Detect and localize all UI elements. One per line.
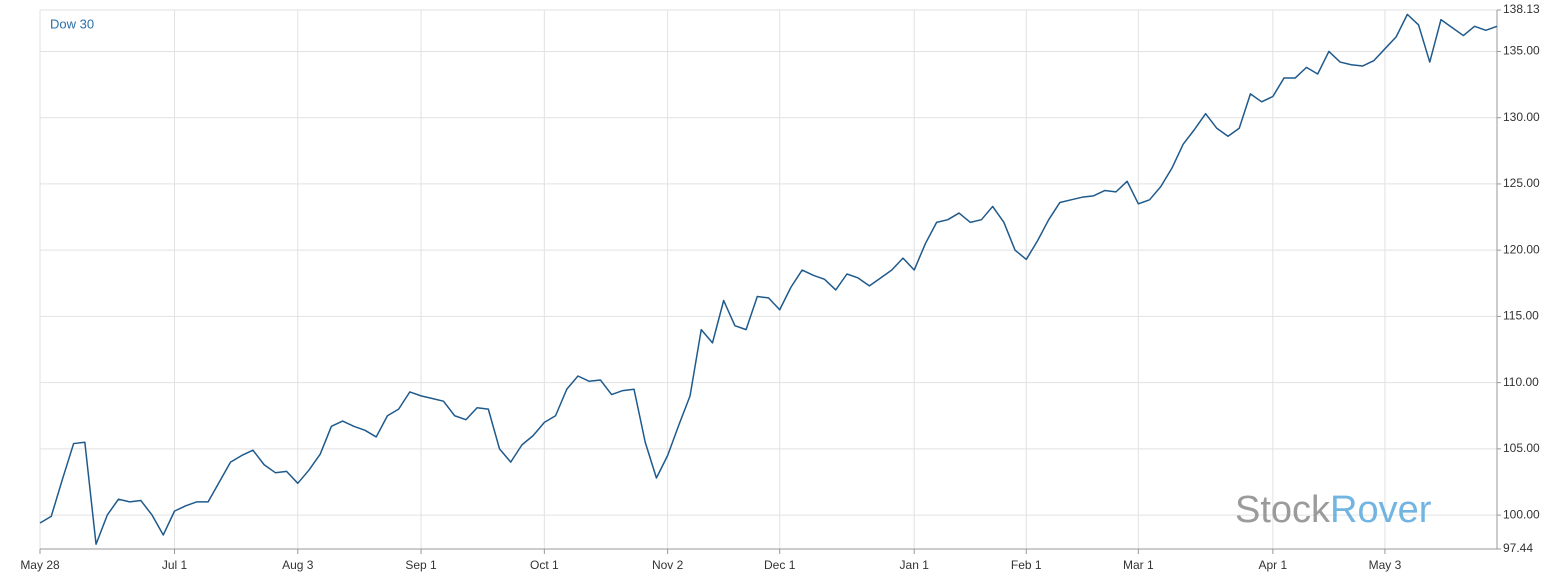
- x-tick-label: Dec 1: [764, 558, 796, 572]
- x-tick-label: Mar 1: [1123, 558, 1154, 572]
- y-tick-label: 138.13: [1503, 2, 1540, 16]
- x-tick-label: May 3: [1369, 558, 1402, 572]
- y-tick-label: 97.44: [1503, 541, 1533, 555]
- price-line: [39, 13, 1498, 545]
- x-tick-label: Oct 1: [530, 558, 559, 572]
- y-tick-label: 115.00: [1503, 309, 1539, 323]
- x-tick-label: Apr 1: [1259, 558, 1288, 572]
- watermark: StockRover: [1235, 489, 1432, 531]
- x-tick-label: May 28: [20, 558, 60, 572]
- y-tick-label: 110.00: [1503, 375, 1539, 389]
- watermark-part: Stock: [1235, 489, 1331, 531]
- x-tick-label: Feb 1: [1011, 558, 1042, 572]
- y-tick-label: 105.00: [1503, 441, 1540, 455]
- y-tick-label: 125.00: [1503, 176, 1540, 190]
- y-tick-label: 120.00: [1503, 242, 1540, 256]
- x-tick-label: Jul 1: [162, 558, 188, 572]
- x-tick-label: Sep 1: [405, 558, 437, 572]
- y-tick-label: 135.00: [1503, 44, 1540, 58]
- x-tick-label: Jan 1: [900, 558, 930, 572]
- watermark-part: Rover: [1330, 489, 1432, 531]
- y-tick-label: 130.00: [1503, 110, 1540, 124]
- chart-title: Dow 30: [50, 16, 94, 31]
- grid: [39, 9, 1497, 550]
- x-tick-label: Nov 2: [652, 558, 684, 572]
- y-tick-label: 100.00: [1503, 507, 1540, 521]
- x-tick-label: Aug 3: [282, 558, 314, 572]
